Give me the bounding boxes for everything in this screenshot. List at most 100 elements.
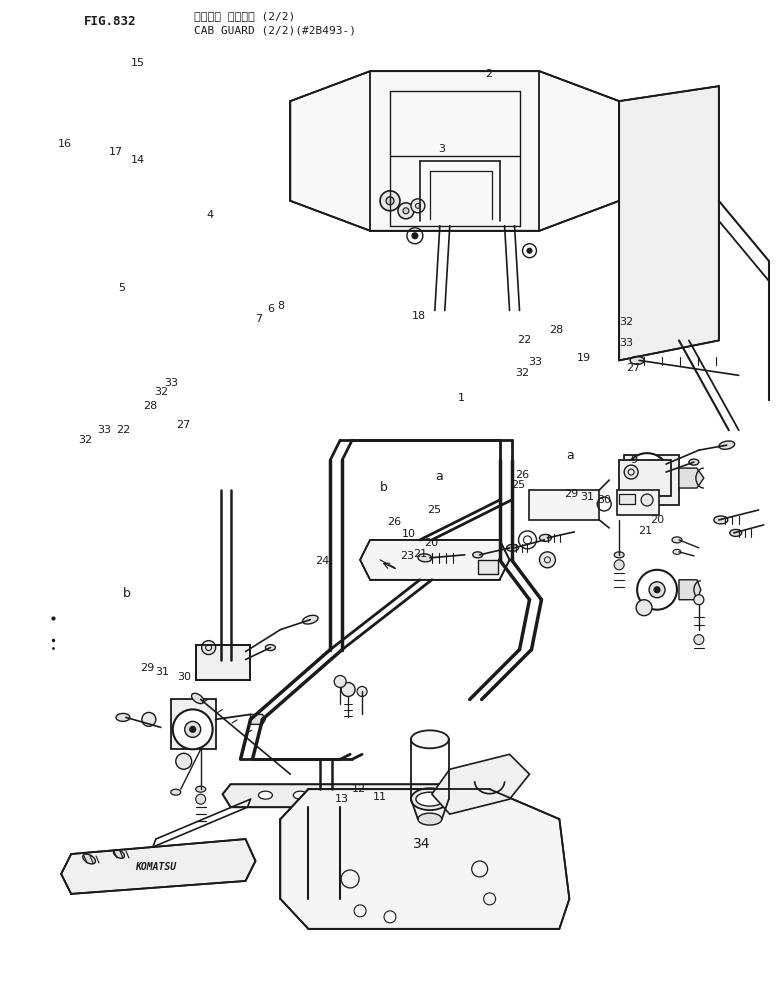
Text: 32: 32 bbox=[154, 387, 168, 397]
Text: 32: 32 bbox=[78, 435, 92, 445]
Text: 26: 26 bbox=[387, 517, 401, 527]
Circle shape bbox=[334, 676, 346, 687]
Polygon shape bbox=[280, 789, 570, 929]
Polygon shape bbox=[529, 490, 599, 520]
Text: 19: 19 bbox=[577, 353, 591, 363]
Circle shape bbox=[415, 203, 421, 208]
Ellipse shape bbox=[116, 713, 130, 721]
Text: 33: 33 bbox=[528, 357, 542, 367]
Text: 22: 22 bbox=[517, 335, 532, 345]
Ellipse shape bbox=[673, 549, 681, 554]
Circle shape bbox=[398, 203, 414, 219]
Text: 14: 14 bbox=[131, 155, 145, 165]
Text: 20: 20 bbox=[650, 515, 664, 525]
Ellipse shape bbox=[171, 789, 181, 795]
Polygon shape bbox=[679, 468, 704, 488]
Circle shape bbox=[196, 794, 206, 804]
Text: 6: 6 bbox=[267, 304, 274, 314]
Polygon shape bbox=[171, 699, 216, 749]
Polygon shape bbox=[290, 71, 619, 231]
Text: 32: 32 bbox=[619, 317, 633, 327]
Ellipse shape bbox=[630, 356, 644, 364]
Ellipse shape bbox=[689, 459, 699, 465]
Circle shape bbox=[694, 635, 704, 645]
Text: 13: 13 bbox=[334, 794, 348, 804]
Circle shape bbox=[694, 595, 704, 605]
Text: 28: 28 bbox=[143, 401, 157, 411]
Text: FIG.832: FIG.832 bbox=[84, 15, 137, 28]
Circle shape bbox=[142, 712, 156, 726]
Text: 15: 15 bbox=[131, 58, 145, 68]
Ellipse shape bbox=[192, 693, 204, 704]
Text: 11: 11 bbox=[373, 792, 387, 802]
Ellipse shape bbox=[411, 730, 449, 748]
Text: 8: 8 bbox=[278, 301, 285, 311]
Polygon shape bbox=[251, 714, 265, 724]
Circle shape bbox=[654, 587, 660, 593]
Text: 5: 5 bbox=[118, 283, 125, 293]
Text: 27: 27 bbox=[626, 363, 640, 373]
Circle shape bbox=[189, 726, 196, 732]
Polygon shape bbox=[619, 86, 719, 360]
Ellipse shape bbox=[448, 791, 462, 799]
Ellipse shape bbox=[507, 544, 518, 551]
Ellipse shape bbox=[368, 791, 382, 799]
Circle shape bbox=[341, 682, 355, 696]
Polygon shape bbox=[431, 754, 529, 814]
Ellipse shape bbox=[416, 792, 444, 806]
Text: 29: 29 bbox=[564, 489, 578, 499]
Circle shape bbox=[625, 453, 669, 497]
Text: 16: 16 bbox=[57, 139, 72, 149]
Ellipse shape bbox=[196, 786, 206, 792]
Ellipse shape bbox=[83, 854, 95, 864]
Bar bbox=[318, 834, 331, 874]
Ellipse shape bbox=[265, 645, 275, 651]
Circle shape bbox=[638, 466, 656, 484]
Ellipse shape bbox=[303, 615, 318, 624]
Circle shape bbox=[403, 208, 409, 214]
Circle shape bbox=[175, 753, 192, 769]
Circle shape bbox=[539, 552, 556, 568]
Circle shape bbox=[649, 582, 665, 598]
Text: 26: 26 bbox=[514, 470, 528, 480]
Bar bbox=[619, 494, 635, 504]
Circle shape bbox=[185, 721, 201, 737]
Text: 30: 30 bbox=[598, 495, 611, 505]
Text: 4: 4 bbox=[206, 210, 213, 220]
Text: 17: 17 bbox=[109, 147, 123, 157]
Circle shape bbox=[357, 686, 367, 696]
Text: 2: 2 bbox=[485, 69, 492, 79]
Text: 28: 28 bbox=[549, 325, 563, 335]
Ellipse shape bbox=[473, 552, 483, 558]
Text: 34: 34 bbox=[413, 837, 430, 851]
Text: 9: 9 bbox=[630, 455, 637, 465]
Circle shape bbox=[412, 233, 418, 239]
Ellipse shape bbox=[113, 850, 124, 858]
Text: CAB GUARD (2/2)(#2B493-): CAB GUARD (2/2)(#2B493-) bbox=[194, 25, 355, 35]
Text: KOMATSU: KOMATSU bbox=[135, 862, 176, 872]
Text: 31: 31 bbox=[155, 667, 169, 677]
Polygon shape bbox=[196, 645, 251, 680]
Text: キャブ・ ガード・ (2/2): キャブ・ ガード・ (2/2) bbox=[194, 11, 295, 21]
Polygon shape bbox=[308, 807, 340, 899]
Text: 7: 7 bbox=[255, 314, 262, 324]
Polygon shape bbox=[679, 580, 701, 600]
Ellipse shape bbox=[672, 537, 682, 543]
Circle shape bbox=[411, 199, 425, 213]
Circle shape bbox=[380, 191, 400, 211]
Circle shape bbox=[614, 560, 624, 570]
Text: 22: 22 bbox=[116, 425, 130, 435]
Text: 23: 23 bbox=[400, 551, 414, 561]
Text: b: b bbox=[123, 587, 130, 600]
Text: 10: 10 bbox=[402, 529, 416, 539]
Text: 31: 31 bbox=[580, 492, 594, 502]
Circle shape bbox=[624, 465, 638, 479]
Ellipse shape bbox=[539, 534, 552, 541]
Ellipse shape bbox=[418, 554, 431, 562]
Ellipse shape bbox=[333, 791, 347, 799]
Circle shape bbox=[637, 570, 677, 610]
Text: a: a bbox=[566, 449, 573, 462]
Circle shape bbox=[636, 600, 652, 616]
Text: 25: 25 bbox=[428, 505, 442, 515]
Text: 33: 33 bbox=[165, 378, 178, 388]
